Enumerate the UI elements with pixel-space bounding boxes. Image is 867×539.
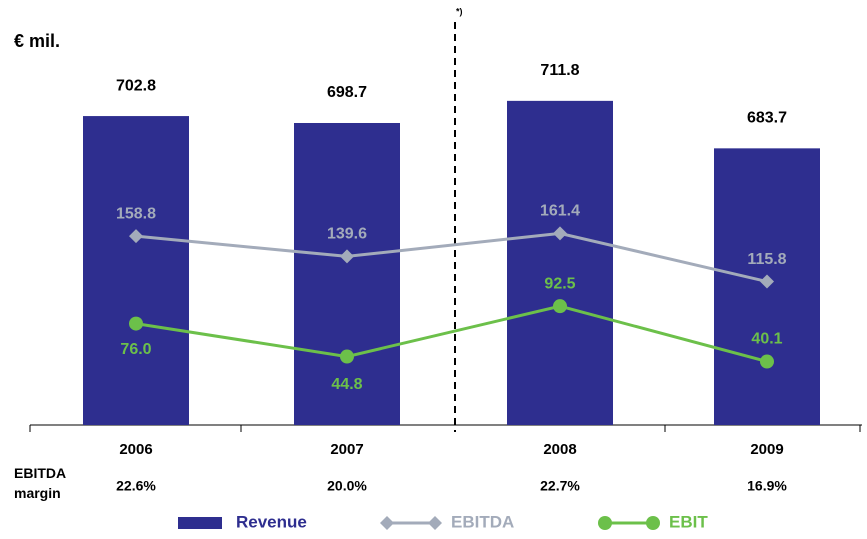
line-value-label: 161.4 — [540, 203, 580, 220]
x-tick-label: 2008 — [543, 441, 576, 458]
line-value-label: 139.6 — [327, 226, 367, 243]
unit-label: € mil. — [14, 31, 60, 51]
bar-value-label: 702.8 — [116, 77, 156, 94]
marker — [553, 299, 567, 314]
margin-label: EBITDA margin — [14, 465, 66, 501]
margin-value: 22.7% — [540, 478, 580, 494]
margin-label-line: margin — [14, 485, 61, 501]
marker — [760, 354, 774, 369]
line — [135, 231, 768, 284]
line-value-label: 40.1 — [751, 331, 782, 348]
line-value-label: 92.5 — [544, 275, 575, 292]
legend-marker — [428, 516, 442, 530]
margin-label-line: EBITDA — [14, 465, 66, 481]
legend-marker — [598, 516, 612, 530]
margin-value: 22.6% — [116, 478, 156, 494]
bar — [507, 100, 613, 425]
bar-value-label: 683.7 — [747, 110, 787, 127]
legend-marker — [380, 516, 394, 530]
legend-marker — [646, 516, 660, 530]
margin-value: 16.9% — [747, 478, 787, 494]
legend-label: Revenue — [236, 512, 307, 531]
line-value-label: 115.8 — [747, 251, 786, 268]
legend-label: EBIT — [669, 512, 708, 531]
marker — [129, 229, 143, 244]
x-tick-label: 2009 — [750, 441, 783, 458]
x-tick-label: 2006 — [119, 441, 152, 458]
bar-value-label: 711.8 — [540, 62, 579, 79]
line-value-label: 76.0 — [120, 341, 151, 358]
marker — [340, 349, 354, 364]
bar — [83, 116, 189, 426]
marker — [760, 274, 774, 289]
marker — [340, 249, 354, 264]
line — [135, 304, 768, 363]
legend-label: EBITDA — [451, 512, 514, 531]
bar-value-label: 698.7 — [327, 84, 367, 101]
footnote-mark: *) — [456, 6, 463, 16]
x-tick-label: 2007 — [330, 441, 363, 458]
line-value-label: 44.8 — [331, 376, 362, 393]
legend-swatch — [178, 517, 222, 529]
marker — [553, 226, 567, 241]
bar — [294, 122, 400, 425]
margin-value: 20.0% — [327, 478, 367, 494]
marker — [129, 316, 143, 331]
line-value-label: 158.8 — [116, 205, 156, 222]
